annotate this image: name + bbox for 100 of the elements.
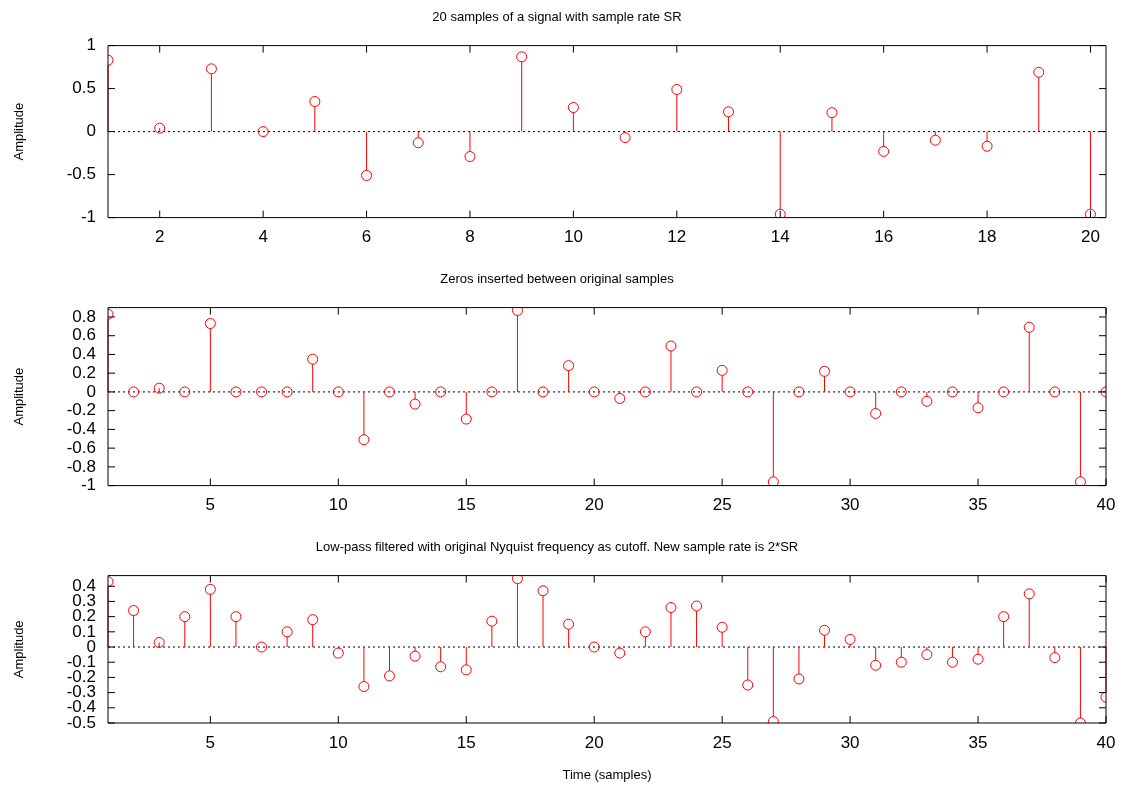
point [567, 102, 579, 114]
point [998, 611, 1010, 623]
chart-title: Zeros inserted between original samples [440, 271, 675, 287]
point [870, 407, 882, 419]
point [128, 605, 140, 617]
point [826, 107, 838, 119]
point [281, 386, 293, 398]
point [383, 386, 395, 398]
point [230, 386, 242, 398]
point [723, 106, 735, 118]
x-tick-label: 20 [584, 732, 604, 752]
x-tick-label: 35 [968, 495, 988, 515]
y-tick-label: -0.5 [66, 164, 96, 184]
point [486, 386, 498, 398]
x-tick-label: 10 [328, 732, 348, 752]
point [972, 402, 984, 414]
point [412, 137, 424, 149]
point [767, 476, 779, 486]
y-tick-label: 0.6 [72, 325, 96, 345]
y-tick-label: 0.4 [72, 344, 96, 364]
point [665, 602, 677, 614]
point [563, 618, 575, 630]
point [946, 386, 958, 398]
point [671, 83, 683, 95]
point [691, 600, 703, 612]
point [691, 386, 703, 398]
point [511, 307, 523, 316]
point [844, 633, 856, 645]
point [895, 656, 907, 668]
point [929, 134, 941, 146]
point [464, 151, 476, 163]
point [358, 434, 370, 446]
x-tick-label: 20 [1081, 227, 1100, 247]
point [1033, 66, 1045, 78]
x-tick-label: 35 [968, 732, 988, 752]
y-tick-label: 0.8 [72, 306, 96, 326]
point [204, 318, 216, 330]
point [537, 386, 549, 398]
point [435, 386, 447, 398]
x-tick-label: 16 [874, 227, 894, 247]
point [1049, 386, 1061, 398]
y-tick-label: -0.8 [66, 456, 96, 476]
y-tick-label: 0.5 [72, 78, 96, 98]
x-tick-label: 6 [361, 227, 372, 247]
y-axis-title: Amplitude [11, 620, 27, 679]
point [153, 382, 165, 394]
x-tick-label: 4 [258, 227, 268, 247]
point [153, 636, 165, 648]
x-tick-label: 2 [154, 227, 165, 247]
point [460, 413, 472, 425]
point [895, 386, 907, 398]
point [981, 140, 993, 152]
point [793, 673, 805, 685]
point [639, 626, 651, 638]
x-tick-label: 30 [840, 732, 860, 752]
chart-title: 20 samples of a signal with sample rate SR [432, 9, 682, 25]
point [619, 132, 631, 144]
x-tick-label: 18 [977, 227, 997, 247]
x-tick-label: 14 [770, 227, 790, 247]
point [309, 96, 321, 107]
point [307, 614, 319, 626]
point [844, 386, 856, 398]
x-tick-label: 10 [563, 227, 583, 247]
chart-title: Low-pass filtered with original Nyquist frequency as cutoff. New sample rate is 2*SR [315, 539, 799, 555]
y-tick-label: 0.4 [72, 575, 96, 595]
y-axis-title: Amplitude [11, 367, 27, 426]
point [179, 611, 191, 623]
point [154, 122, 166, 134]
x-tick-label: 40 [1096, 495, 1116, 515]
point [179, 386, 191, 398]
point [878, 145, 890, 157]
y-tick-label: 0 [86, 381, 96, 401]
y-axis-title: Amplitude [11, 102, 27, 161]
point [716, 621, 728, 633]
point [511, 575, 523, 585]
point [870, 659, 882, 671]
point [716, 364, 728, 376]
point [383, 670, 395, 682]
x-tick-label: 25 [712, 732, 732, 752]
point [1023, 321, 1035, 333]
point [588, 641, 600, 653]
y-tick-label: -1 [80, 475, 96, 495]
x-tick-label: 30 [840, 495, 860, 515]
y-tick-label: 1 [86, 35, 96, 55]
point [435, 661, 447, 673]
x-tick-label: 15 [456, 495, 476, 515]
point [819, 365, 831, 377]
point [516, 51, 528, 63]
x-tick-label: 8 [465, 227, 475, 247]
x-tick-label: 15 [456, 732, 476, 752]
y-tick-label: -1 [80, 207, 96, 227]
point [998, 386, 1010, 398]
y-tick-label: -0.2 [66, 400, 96, 420]
point [921, 649, 933, 661]
point [614, 647, 626, 659]
point [742, 679, 754, 691]
point [639, 386, 651, 398]
point [921, 395, 933, 407]
point [1049, 652, 1061, 664]
point [665, 340, 677, 352]
